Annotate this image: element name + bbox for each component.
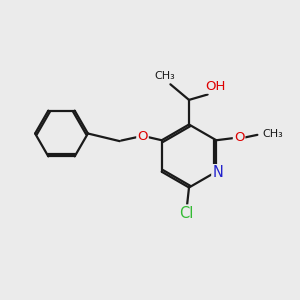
Text: O: O <box>137 130 148 142</box>
Text: N: N <box>212 165 223 180</box>
Text: CH₃: CH₃ <box>262 129 283 139</box>
Text: Cl: Cl <box>179 206 194 220</box>
Text: OH: OH <box>205 80 225 93</box>
Text: CH₃: CH₃ <box>154 71 176 81</box>
Text: O: O <box>234 131 244 144</box>
